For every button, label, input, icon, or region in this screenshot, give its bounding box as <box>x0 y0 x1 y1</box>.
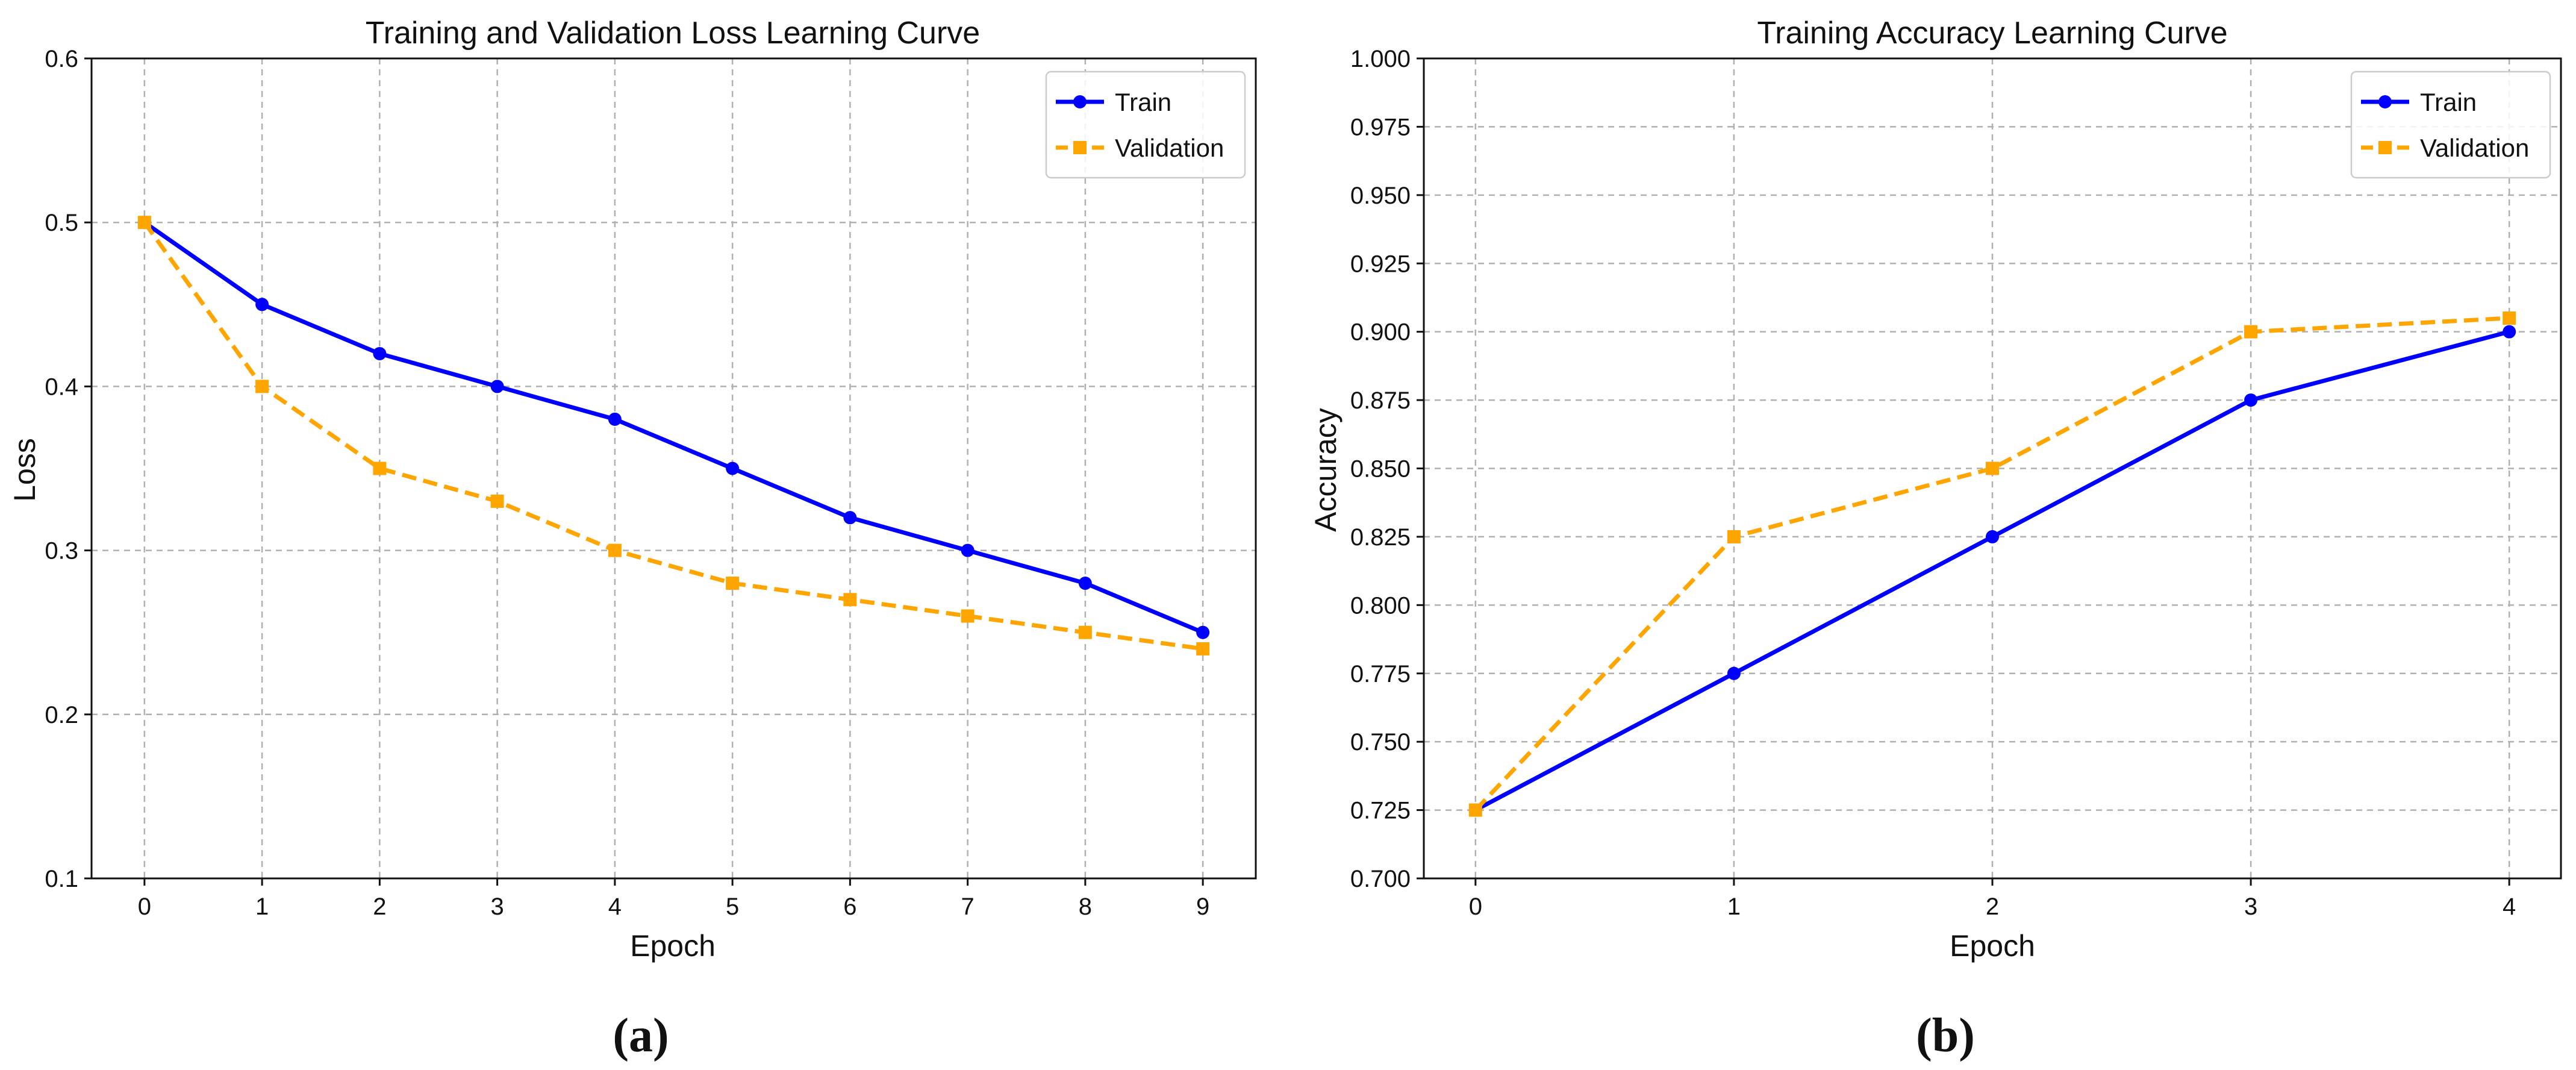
x-tick-label: 3 <box>490 893 504 920</box>
legend-label-train: Train <box>2420 88 2477 116</box>
x-tick-label: 9 <box>1196 893 1209 920</box>
x-tick-label: 6 <box>843 893 856 920</box>
data-point-train <box>1196 625 1210 639</box>
data-point-train <box>1986 530 1999 543</box>
y-tick-label: 0.3 <box>45 538 78 565</box>
x-tick-label: 2 <box>1986 893 1999 920</box>
x-tick-label: 7 <box>961 893 975 920</box>
data-point-train <box>726 461 740 475</box>
y-axis-label: Accuracy <box>1309 408 1343 532</box>
y-tick-label: 0.4 <box>45 374 78 400</box>
legend-label-validation: Validation <box>1115 134 1224 162</box>
y-tick-label: 0.725 <box>1350 798 1411 824</box>
chart-title: Training and Validation Loss Learning Cu… <box>366 16 980 51</box>
legend-marker-train <box>2378 95 2392 108</box>
y-tick-label: 0.1 <box>45 866 78 892</box>
legend-label-validation: Validation <box>2420 134 2529 162</box>
y-tick-label: 0.975 <box>1350 114 1411 140</box>
x-tick-label: 4 <box>608 893 622 920</box>
data-point-validation <box>1986 461 1999 475</box>
data-point-train <box>2503 325 2516 339</box>
x-tick-label: 0 <box>1469 893 1482 920</box>
x-tick-label: 2 <box>373 893 386 920</box>
accuracy-chart: Training Accuracy Learning Curve Epoch A… <box>1309 16 2562 1062</box>
data-point-train <box>373 346 387 360</box>
data-point-validation <box>2503 311 2516 325</box>
x-tick-label: 3 <box>2244 893 2257 920</box>
y-tick-label: 0.750 <box>1350 729 1411 756</box>
data-point-validation <box>1196 642 1210 655</box>
data-point-validation <box>137 216 151 230</box>
panel-label: (a) <box>613 1009 669 1062</box>
legend-marker-train <box>1073 95 1087 108</box>
data-point-train <box>2244 393 2258 407</box>
data-point-validation <box>726 577 740 590</box>
x-axis-label: Epoch <box>1950 929 2035 963</box>
data-point-validation <box>490 494 504 508</box>
x-tick-label: 5 <box>726 893 739 920</box>
y-tick-label: 0.925 <box>1350 251 1411 277</box>
data-point-validation <box>961 609 975 623</box>
plot-frame <box>1423 57 2562 880</box>
legend-box <box>2350 70 2551 179</box>
series-line-train <box>143 221 1204 634</box>
data-point-train <box>255 298 269 311</box>
x-tick-label: 0 <box>138 893 151 920</box>
data-point-validation <box>2244 325 2258 339</box>
y-tick-label: 0.6 <box>45 46 78 72</box>
y-tick-label: 0.5 <box>45 210 78 236</box>
y-tick-label: 0.850 <box>1350 456 1411 483</box>
y-tick-label: 0.700 <box>1350 866 1411 892</box>
legend-label-train: Train <box>1115 88 1171 116</box>
x-tick-label: 8 <box>1079 893 1092 920</box>
data-point-validation <box>843 593 857 607</box>
series-line-validation <box>1474 316 2510 812</box>
y-tick-label: 0.825 <box>1350 524 1411 551</box>
data-point-train <box>1727 666 1741 680</box>
chart-title: Training Accuracy Learning Curve <box>1757 16 2227 51</box>
x-tick-label: 4 <box>2503 893 2516 920</box>
legend-marker-validation <box>1073 141 1087 154</box>
legend-marker-validation <box>2378 141 2392 154</box>
x-tick-label: 1 <box>1727 893 1741 920</box>
y-tick-label: 0.2 <box>45 702 78 728</box>
y-tick-label: 1.000 <box>1350 46 1411 72</box>
panel-label: (b) <box>1916 1009 1975 1062</box>
data-point-validation <box>1078 625 1092 639</box>
data-point-validation <box>1468 803 1482 817</box>
data-point-validation <box>373 461 387 475</box>
data-point-validation <box>1727 530 1741 543</box>
y-tick-label: 0.775 <box>1350 661 1411 687</box>
y-tick-label: 0.875 <box>1350 387 1411 414</box>
data-point-train <box>1078 577 1092 590</box>
y-tick-label: 0.900 <box>1350 319 1411 346</box>
y-tick-label: 0.800 <box>1350 592 1411 619</box>
data-point-validation <box>608 543 622 557</box>
loss-chart: Training and Validation Loss Learning Cu… <box>8 16 1257 1062</box>
y-tick-label: 0.950 <box>1350 183 1411 209</box>
plot-frame <box>90 57 1257 880</box>
data-point-train <box>961 543 975 557</box>
data-point-train <box>843 511 857 525</box>
x-axis-label: Epoch <box>630 929 716 963</box>
legend: Train Validation <box>1045 70 1246 179</box>
x-tick-label: 1 <box>255 893 269 920</box>
data-point-validation <box>255 380 269 393</box>
legend-box <box>1045 70 1246 179</box>
y-axis-label: Loss <box>8 438 42 502</box>
data-point-train <box>608 412 622 426</box>
legend: Train Validation <box>2350 70 2551 179</box>
data-point-train <box>490 380 504 393</box>
series-line-validation <box>143 221 1203 651</box>
